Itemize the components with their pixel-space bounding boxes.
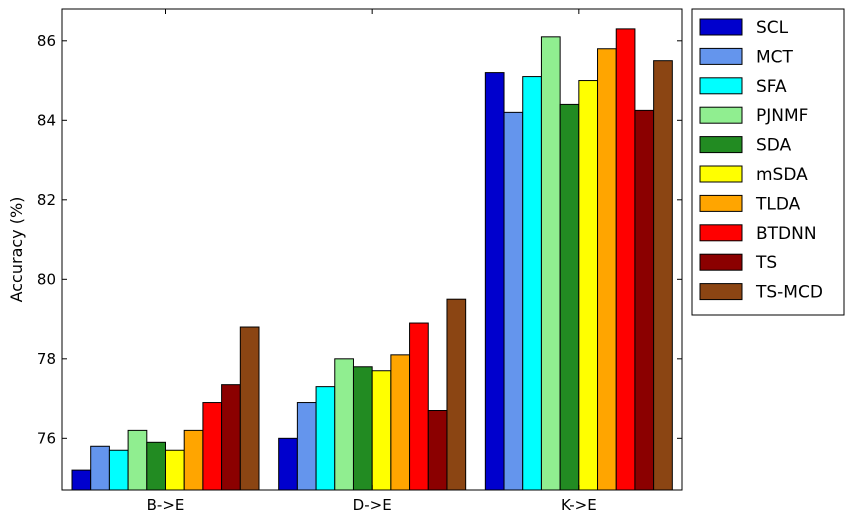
legend-swatch-ts xyxy=(699,253,743,271)
bar-tlda-0 xyxy=(183,429,204,491)
y-tick-label: 86 xyxy=(37,32,56,50)
x-tick-label: D->E xyxy=(353,496,392,514)
bar-pjnmf-2 xyxy=(540,36,561,491)
legend-swatch-sfa xyxy=(699,77,743,95)
y-axis-label: Accuracy (%) xyxy=(7,197,26,303)
bar-mct-1 xyxy=(296,402,317,491)
bar-pjnmf-0 xyxy=(127,429,148,491)
legend: SCL MCT SFA PJNMF SDA mSDA TLDA BTDNN TS TS-MCD xyxy=(691,8,845,316)
bar-msda-0 xyxy=(165,449,185,491)
bar-scl-2 xyxy=(484,72,505,491)
bar-tlda-2 xyxy=(597,48,617,491)
legend-label-btdnn: BTDNN xyxy=(756,224,817,244)
x-tick-label: B->E xyxy=(147,496,185,514)
legend-swatch-pjnmf xyxy=(699,106,743,124)
bar-pjnmf-1 xyxy=(334,358,354,491)
bar-sfa-1 xyxy=(315,386,336,491)
y-tick-label: 82 xyxy=(37,191,56,209)
bar-ts-0 xyxy=(221,384,241,491)
legend-label-mct: MCT xyxy=(756,47,794,67)
legend-label-pjnmf: PJNMF xyxy=(756,106,808,126)
legend-items: SCL MCT SFA PJNMF SDA mSDA TLDA BTDNN TS TS-MCD xyxy=(699,18,823,303)
bar-sda-1 xyxy=(352,366,373,491)
legend-swatch-sda xyxy=(699,136,743,154)
bar-btdnn-0 xyxy=(202,402,223,491)
bar-msda-1 xyxy=(371,370,392,491)
bar-sda-2 xyxy=(559,103,580,491)
y-tick-label: 76 xyxy=(37,429,56,447)
bar-sfa-0 xyxy=(108,449,129,491)
bar-scl-1 xyxy=(278,437,298,491)
legend-label-sda: SDA xyxy=(756,136,792,156)
legend-label-sfa: SFA xyxy=(756,77,787,97)
bar-tlda-1 xyxy=(390,354,411,491)
legend-label-msda: mSDA xyxy=(756,165,808,185)
legend-swatch-tlda xyxy=(699,194,743,212)
legend-swatch-scl xyxy=(699,18,743,36)
y-tick-label: 80 xyxy=(37,270,56,288)
bar-msda-2 xyxy=(578,80,599,491)
bar-sfa-2 xyxy=(522,76,542,491)
bar-ts-1 xyxy=(427,410,448,491)
bar-ts-2 xyxy=(634,109,655,491)
legend-label-scl: SCL xyxy=(756,18,789,38)
bar-ts-mcd-0 xyxy=(239,326,260,491)
bar-scl-0 xyxy=(71,469,92,491)
legend-label-ts-mcd: TS-MCD xyxy=(755,283,823,303)
legend-swatch-btdnn xyxy=(699,224,743,242)
bar-ts-mcd-2 xyxy=(653,60,673,491)
legend-label-tlda: TLDA xyxy=(755,194,801,214)
bar-ts-mcd-1 xyxy=(446,298,467,491)
bar-btdnn-1 xyxy=(409,322,429,491)
bar-btdnn-2 xyxy=(615,28,636,491)
bar-mct-2 xyxy=(503,111,524,491)
bar-sda-0 xyxy=(146,441,167,491)
bars-layer xyxy=(71,28,673,491)
x-tick-label: K->E xyxy=(561,496,597,514)
legend-swatch-mct xyxy=(699,47,743,65)
y-tick-label: 84 xyxy=(37,111,56,129)
bar-mct-0 xyxy=(90,445,110,491)
ticks-layer: 76 78 80 82 84 86 B->E D->E K->E xyxy=(37,9,682,514)
legend-swatch-msda xyxy=(699,165,743,183)
legend-swatch-ts-mcd xyxy=(699,283,743,301)
y-tick-label: 78 xyxy=(37,350,56,368)
legend-label-ts: TS xyxy=(755,253,777,273)
